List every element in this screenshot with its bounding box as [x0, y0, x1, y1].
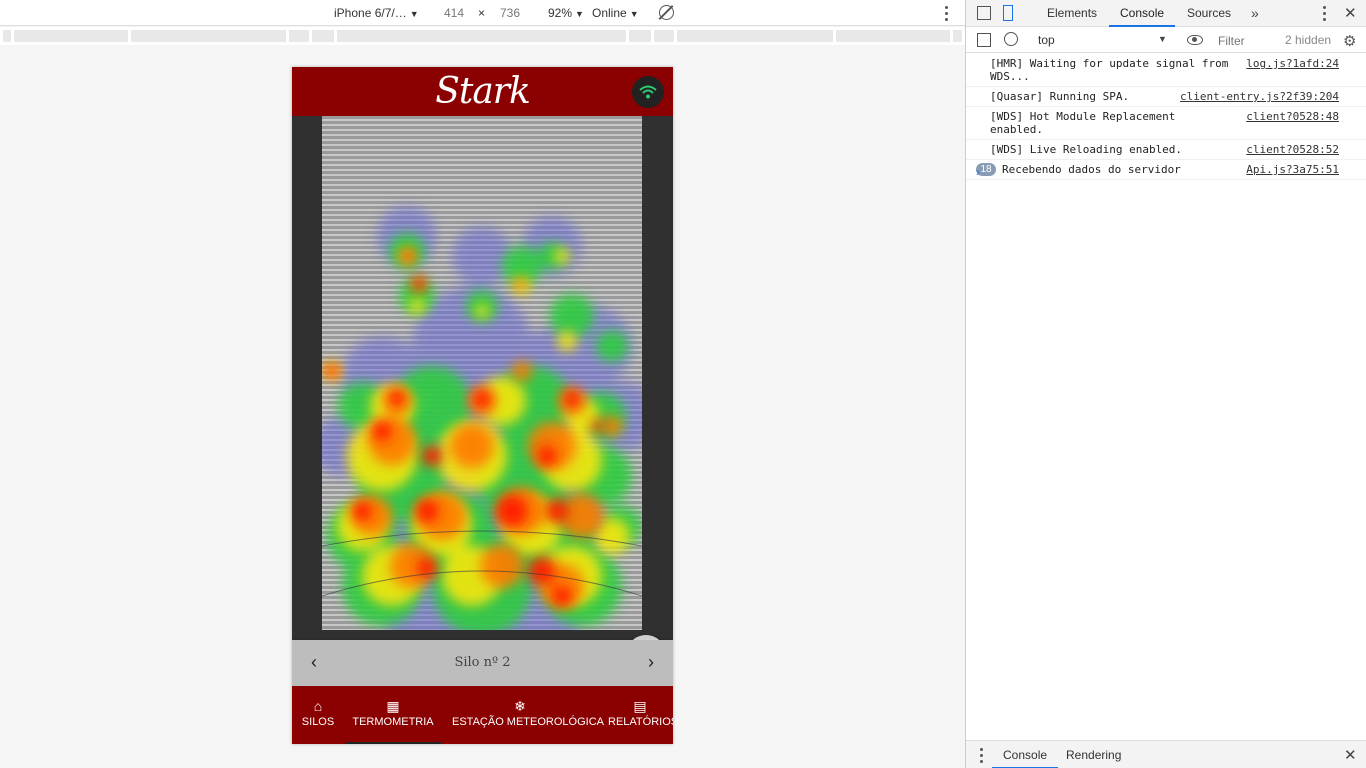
chevron-down-icon: ▼ [629, 9, 639, 19]
log-row: [HMR] Waiting for update signal from WDS… [966, 54, 1366, 87]
log-message: [WDS] Hot Module Replacement enabled. [990, 110, 1176, 136]
previous-silo-button[interactable]: ‹ [311, 652, 317, 672]
device-toolbar: iPhone 6/7/… ▼ 414 × 736 92% ▼ Online ▼ [0, 0, 965, 26]
devtools-menu-icon[interactable] [1321, 5, 1329, 21]
app-header: Stark [292, 67, 673, 116]
home-icon: ⌂ [313, 698, 323, 714]
log-message: [Quasar] Running SPA. [990, 90, 1130, 103]
log-row: [WDS] Live Reloading enabled. client?052… [966, 140, 1366, 160]
media-query-bar[interactable] [0, 27, 965, 45]
eye-icon[interactable] [1187, 35, 1203, 45]
inspect-element-icon[interactable] [977, 6, 991, 20]
nav-tab-relatorios[interactable]: ▤ RELATÓRIOS [608, 686, 673, 744]
bottom-nav: ⌂ SILOS ▦ TERMOMETRIA ❄ ESTAÇÃO METEOROL… [292, 686, 673, 744]
silo-navigator: ‹ Silo nº 2 › [292, 640, 673, 686]
tab-console[interactable]: Console [1120, 6, 1165, 20]
network-select[interactable]: Online ▼ [592, 6, 639, 20]
close-icon[interactable]: ✕ [1344, 5, 1357, 22]
filter-input[interactable] [1218, 32, 1268, 50]
chevron-down-icon: ▼ [575, 9, 584, 19]
console-toolbar: top ▼ 2 hidden ⚙ [966, 28, 1366, 53]
device-name: iPhone 6/7/… [334, 6, 407, 20]
log-row: [Quasar] Running SPA. client-entry.js?2f… [966, 87, 1366, 107]
thermometry-panel: ‹ [292, 116, 673, 675]
drawer-menu-icon[interactable] [979, 747, 985, 763]
context-select[interactable]: top [1038, 33, 1055, 47]
tab-elements[interactable]: Elements [1047, 6, 1098, 20]
log-message: Recebendo dados do servidor [1002, 163, 1181, 176]
next-silo-button[interactable]: › [648, 652, 654, 672]
console-prompt[interactable]: › [976, 165, 980, 179]
more-options-icon[interactable] [940, 5, 952, 21]
console-log: [HMR] Waiting for update signal from WDS… [966, 54, 1366, 180]
device-viewport: Stark ‹ ‹ Silo nº 2 › [0, 46, 965, 768]
times-sign: × [478, 6, 486, 20]
clear-console-icon[interactable] [1004, 32, 1018, 46]
wifi-status-button[interactable] [632, 76, 664, 108]
log-source-link[interactable]: client-entry.js?2f39:204 [1180, 90, 1339, 103]
devtools-tabbar: Elements Console Sources » ✕ [966, 0, 1366, 27]
thermometry-icon: ▦ [386, 698, 400, 714]
nav-tab-silos[interactable]: ⌂ SILOS [298, 686, 338, 744]
heatmap [322, 116, 642, 630]
active-tab-indicator [1109, 25, 1175, 27]
drawer-tab-rendering[interactable]: Rendering [1066, 748, 1122, 762]
devtools-drawer: Console Rendering ✕ [966, 740, 1366, 768]
phone-screen: Stark ‹ ‹ Silo nº 2 › [292, 67, 673, 744]
silo-label: Silo nº 2 [454, 655, 511, 670]
hidden-count: 2 hidden [1285, 33, 1332, 47]
nav-tab-estacao-meteorologica[interactable]: ❄ ESTAÇÃO METEOROLÓGICA [452, 686, 604, 744]
heatmap-svg [322, 206, 642, 630]
height-input[interactable]: 736 [500, 6, 521, 20]
repeat-count-badge: 18 [976, 163, 996, 176]
chevron-down-icon: ▼ [409, 9, 419, 19]
drawer-tab-console[interactable]: Console [1003, 748, 1048, 762]
log-source-link[interactable]: log.js?1afd:24 [1246, 57, 1339, 70]
log-message: [WDS] Live Reloading enabled. [990, 143, 1183, 156]
log-source-link[interactable]: client?0528:52 [1246, 143, 1339, 156]
network-value: Online [592, 6, 627, 20]
app-title: Stark [435, 71, 531, 112]
devtools-panel: Elements Console Sources » ✕ top ▼ 2 hid… [965, 0, 1366, 768]
width-input[interactable]: 414 [444, 6, 465, 20]
log-row: 18 Recebendo dados do servidor Api.js?3a… [966, 160, 1366, 180]
zoom-select[interactable]: 92% ▼ [548, 6, 584, 20]
nav-label: TERMOMETRIA [352, 716, 434, 728]
nav-label: RELATÓRIOS [608, 716, 673, 728]
log-row: [WDS] Hot Module Replacement enabled. cl… [966, 107, 1366, 140]
nav-label: SILOS [301, 716, 335, 728]
sidebar-toggle-icon[interactable] [977, 33, 991, 47]
log-source-link[interactable]: Api.js?3a75:51 [1246, 163, 1339, 176]
more-tabs-icon[interactable]: » [1251, 5, 1259, 21]
nav-tab-termometria[interactable]: ▦ TERMOMETRIA [345, 686, 441, 744]
device-toolbar-icon[interactable] [1003, 5, 1013, 21]
rotate-icon[interactable] [659, 5, 674, 20]
chevron-down-icon: ▼ [1158, 34, 1167, 44]
tab-sources[interactable]: Sources [1187, 6, 1232, 20]
zoom-value: 92% [548, 6, 573, 20]
wifi-icon [639, 85, 657, 99]
gear-icon[interactable]: ⚙ [1343, 33, 1357, 50]
nav-label: ESTAÇÃO METEOROLÓGICA [452, 716, 604, 728]
close-drawer-icon[interactable]: ✕ [1344, 747, 1357, 764]
log-message: [HMR] Waiting for update signal from WDS… [990, 57, 1229, 83]
device-select[interactable]: iPhone 6/7/… ▼ [334, 6, 419, 20]
snowflake-icon: ❄ [514, 698, 526, 714]
clipboard-icon: ▤ [633, 698, 647, 714]
log-source-link[interactable]: client?0528:48 [1246, 110, 1339, 123]
